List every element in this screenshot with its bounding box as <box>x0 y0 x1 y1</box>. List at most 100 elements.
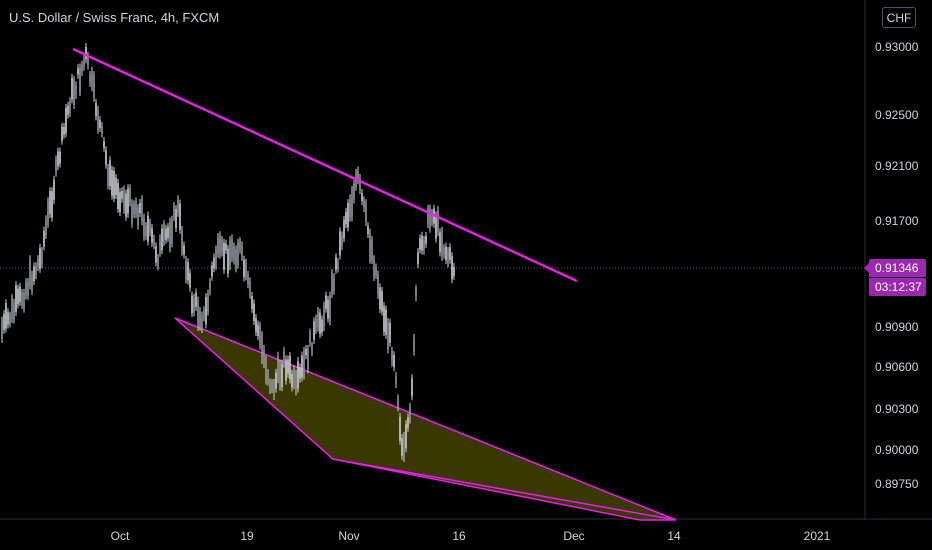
candle-body <box>361 192 363 202</box>
candle-body <box>125 193 127 217</box>
candle-body <box>71 77 73 100</box>
candle-body <box>197 300 199 327</box>
candle-body <box>311 345 313 353</box>
candle-body <box>181 230 183 252</box>
candle-body <box>55 159 57 173</box>
candle-body <box>189 273 191 288</box>
candle-body <box>209 282 211 292</box>
candle-body <box>23 292 25 309</box>
candle-body <box>213 257 215 269</box>
candle-body <box>221 239 223 253</box>
candle-body <box>345 211 347 225</box>
candle-body <box>279 363 281 387</box>
candle-body <box>113 170 115 199</box>
candle-body <box>183 245 185 255</box>
candle-body <box>385 309 387 335</box>
candle-body <box>103 141 105 148</box>
candle-body <box>297 361 299 389</box>
candle-body <box>117 182 119 209</box>
candle-body <box>177 199 179 213</box>
candle-body <box>85 46 87 60</box>
candle-body <box>157 258 159 267</box>
candle-body <box>427 208 429 225</box>
candle-body <box>115 178 117 195</box>
candle-body <box>225 243 227 250</box>
candle-body <box>49 191 51 214</box>
symbol-title[interactable]: U.S. Dollar / Swiss Franc, 4h, FXCM <box>9 10 220 25</box>
candle-body <box>285 359 287 381</box>
candle-body <box>323 305 325 328</box>
time-tick: 16 <box>452 529 466 543</box>
candle-body <box>57 151 59 167</box>
candle-body <box>239 241 241 250</box>
candle-body <box>405 424 407 449</box>
resistance-trendline[interactable] <box>72 47 578 283</box>
candle-body <box>7 312 9 325</box>
candle-body <box>329 295 331 322</box>
candle-body <box>95 102 97 117</box>
price-tick: 0.90300 <box>875 402 919 416</box>
candle-body <box>203 310 205 318</box>
candle-body <box>445 246 447 261</box>
candle-body <box>363 200 365 208</box>
candle-body <box>173 206 175 217</box>
currency-button[interactable]: CHF <box>882 7 916 28</box>
candle-body <box>43 230 45 247</box>
candle-body <box>89 74 91 83</box>
candle-body <box>79 67 81 92</box>
candle-body <box>237 242 239 265</box>
candle-body <box>53 179 55 200</box>
candle-body <box>443 248 445 255</box>
candle-body <box>313 321 315 340</box>
candle-body <box>247 274 249 285</box>
candle-body <box>151 228 153 243</box>
candle-body <box>199 311 201 327</box>
last-price-tag: 0.91346 <box>864 259 926 277</box>
candle-body <box>379 287 381 310</box>
candle-body <box>33 266 35 282</box>
time-axis: Oct 19 Nov 16 Dec 14 2021 <box>111 529 831 543</box>
candle-body <box>263 348 265 365</box>
bar-countdown: 03:12:37 <box>869 278 926 296</box>
candle-body <box>249 281 251 295</box>
candle-body <box>283 351 285 364</box>
price-tick: 0.92500 <box>875 108 919 122</box>
price-tick: 0.90600 <box>875 360 919 374</box>
candle-body <box>25 282 27 296</box>
candle-body <box>75 85 77 96</box>
candle-body <box>451 256 453 280</box>
candle-body <box>9 315 11 324</box>
candle-body <box>419 238 421 250</box>
candle-body <box>233 246 235 261</box>
candle-body <box>245 262 247 277</box>
candle-body <box>159 238 161 253</box>
candle-body <box>65 107 67 134</box>
candle-body <box>111 169 113 196</box>
candle-body <box>403 435 405 459</box>
candle-body <box>337 262 339 269</box>
candle-body <box>139 202 141 214</box>
candle-body <box>51 191 53 218</box>
candle-body <box>11 298 13 319</box>
candle-body <box>77 68 79 75</box>
candle-body <box>251 295 253 309</box>
candle-body <box>145 225 147 236</box>
candle-body <box>35 266 37 276</box>
candle-body <box>193 297 195 313</box>
candle-body <box>393 355 395 368</box>
candle-body <box>165 228 167 240</box>
candle-body <box>269 382 271 391</box>
candle-body <box>257 324 259 337</box>
candle-body <box>307 348 309 370</box>
candle-body <box>387 321 389 350</box>
candle-body <box>195 292 197 307</box>
candle-body <box>63 126 65 135</box>
candle-body <box>365 203 367 223</box>
candle-body <box>437 210 439 233</box>
candle-body <box>135 201 137 215</box>
candle-body <box>335 257 337 270</box>
candle-body <box>101 126 103 134</box>
candle-body <box>407 417 409 428</box>
candle-body <box>417 252 419 265</box>
